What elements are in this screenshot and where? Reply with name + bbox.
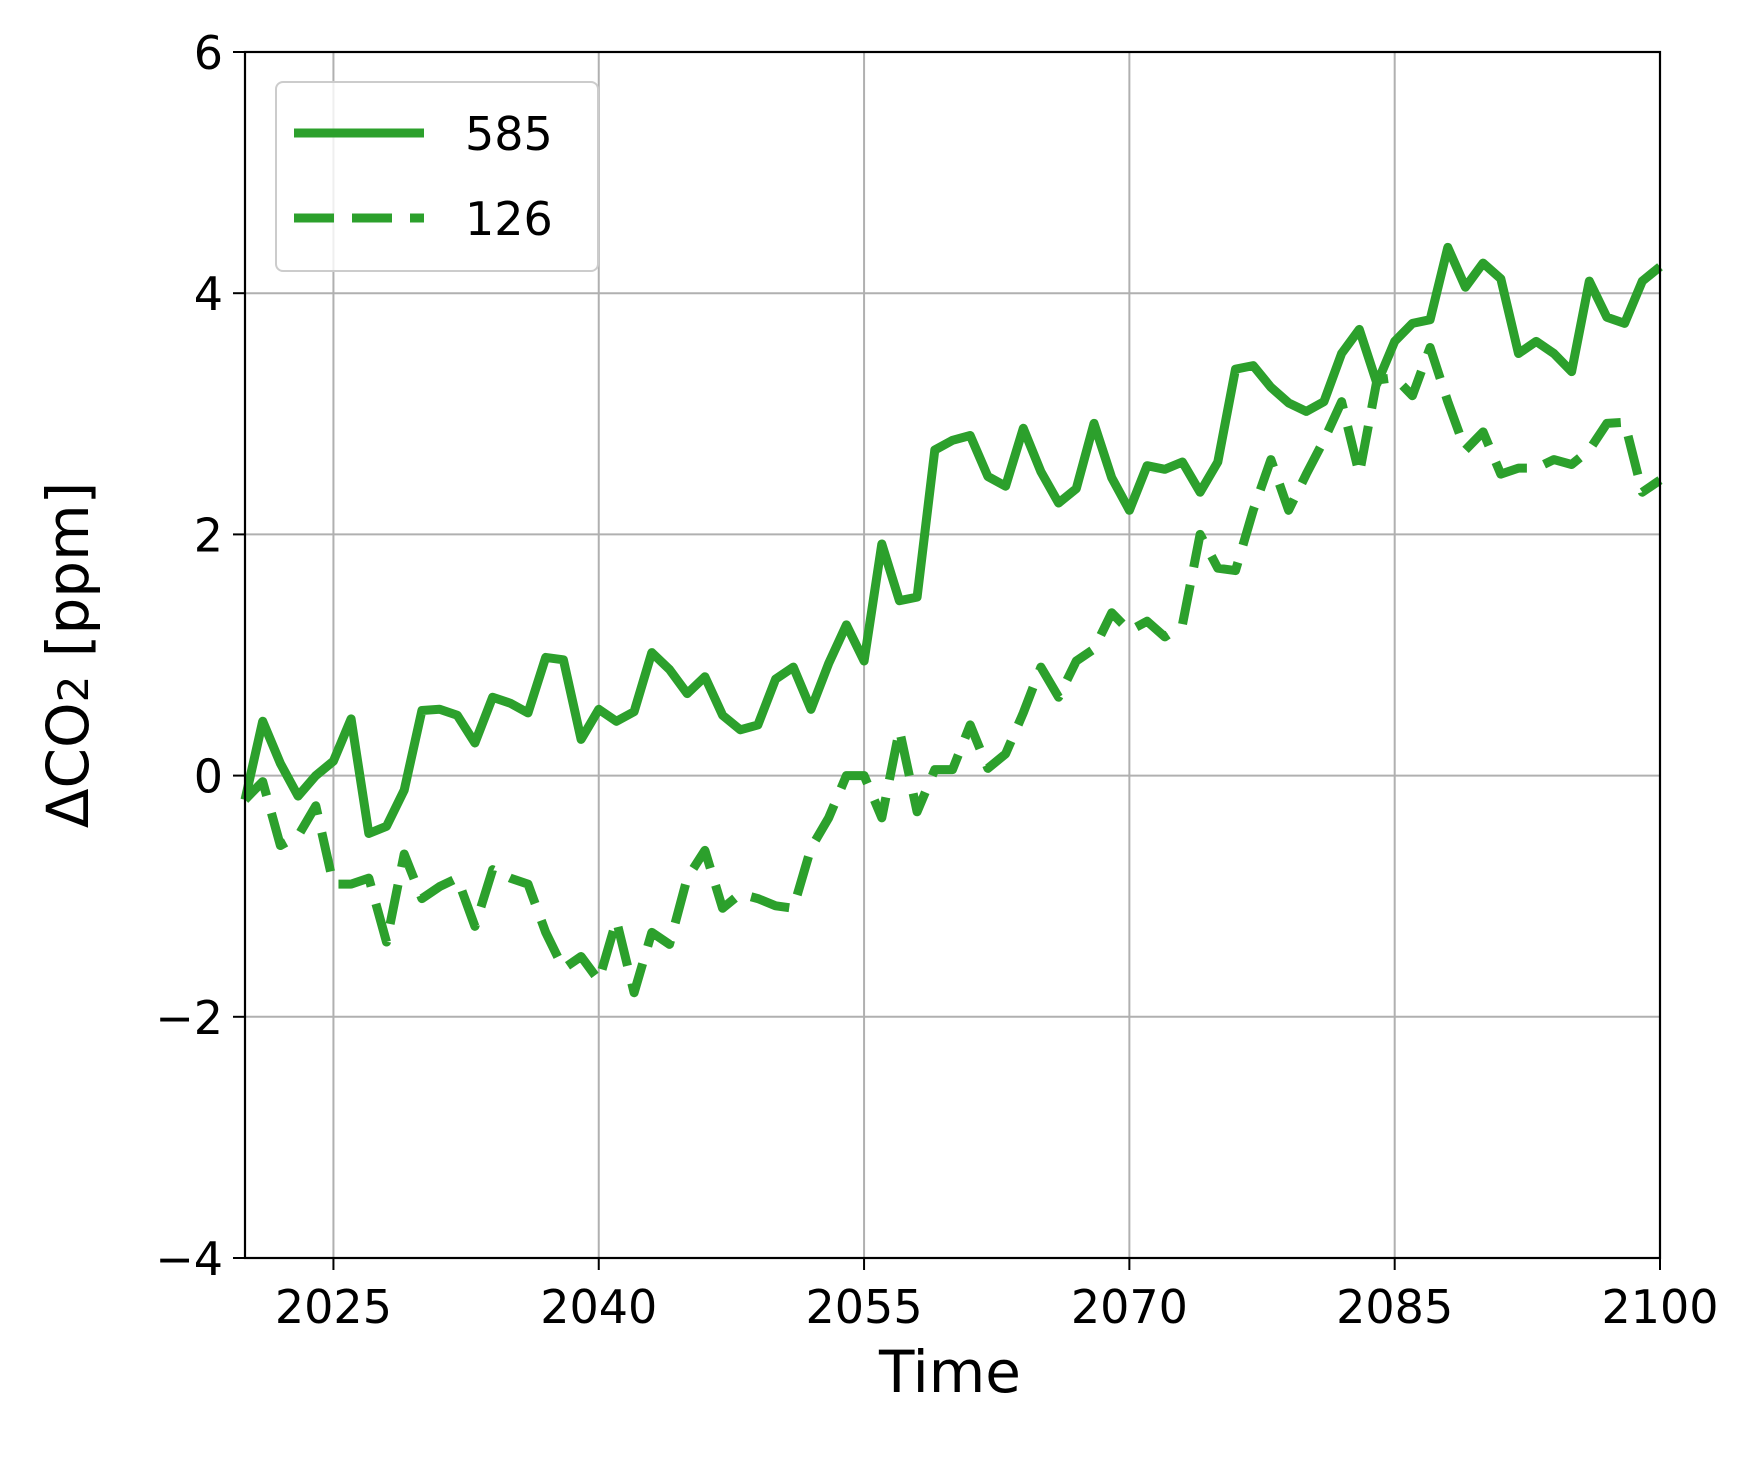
y-tick-label: 4 bbox=[194, 267, 223, 321]
series-line-585 bbox=[240, 242, 1663, 838]
y-axis-label-main: ΔCO bbox=[34, 702, 102, 828]
x-tick-label: 2100 bbox=[1601, 1280, 1718, 1334]
x-tick-label: 2040 bbox=[540, 1280, 657, 1334]
x-tick-label: 2025 bbox=[275, 1280, 392, 1334]
plot-series bbox=[240, 242, 1663, 998]
y-tick-label: 2 bbox=[194, 508, 223, 562]
y-axis-label-unit: [ppm] bbox=[34, 482, 102, 676]
y-tick-label: −2 bbox=[155, 991, 223, 1045]
legend-label-585: 585 bbox=[465, 107, 553, 161]
x-tick-label: 2055 bbox=[806, 1280, 923, 1334]
series-line-126 bbox=[241, 343, 1663, 998]
x-tick-label: 2070 bbox=[1071, 1280, 1188, 1334]
y-tick-label: −4 bbox=[155, 1232, 223, 1286]
x-axis-label: Time bbox=[878, 1338, 1021, 1406]
y-tick-label: 6 bbox=[194, 26, 223, 80]
plot-frame bbox=[243, 50, 1662, 1260]
y-tick-label: 0 bbox=[194, 750, 223, 804]
y-axis-label: ΔCO2 [ppm] bbox=[34, 482, 102, 828]
legend-label-126: 126 bbox=[465, 192, 553, 246]
legend: 585 126 bbox=[275, 81, 599, 272]
x-tick-label: 2085 bbox=[1336, 1280, 1453, 1334]
y-axis-ticks: −4 −2 0 2 4 6 bbox=[155, 26, 245, 1286]
y-axis-label-subscript: 2 bbox=[49, 676, 98, 703]
x-axis-ticks: 2025 2040 2055 2070 2085 2100 bbox=[275, 1258, 1719, 1334]
